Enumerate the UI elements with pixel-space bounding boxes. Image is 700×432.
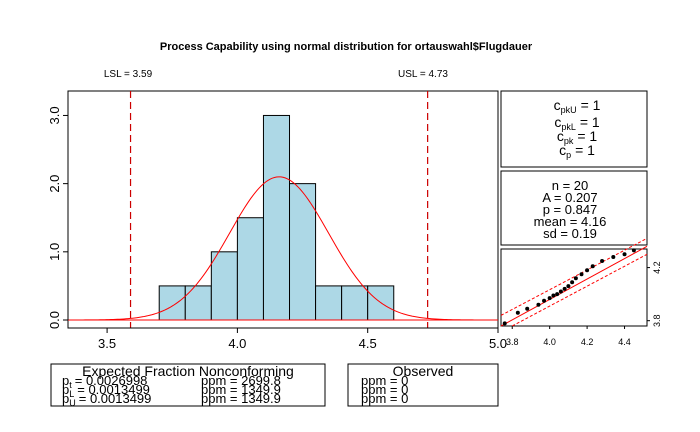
qq-point xyxy=(542,298,547,303)
observed-table: Observed ppm = 0 ppm = 0 ppm = 0 xyxy=(347,363,499,407)
qq-point xyxy=(558,289,563,294)
qq-upper-band xyxy=(500,237,648,316)
stat-a: A = 0.207 xyxy=(542,190,597,205)
qq-point xyxy=(525,306,530,311)
qq-point xyxy=(536,302,541,307)
index-cpk: cpk = 1 xyxy=(557,128,598,146)
qq-point xyxy=(622,252,627,257)
qq-y-tick-label: 3.8 xyxy=(652,314,662,327)
y-tick-label: 3.0 xyxy=(47,106,62,124)
histogram-bar xyxy=(315,285,343,321)
y-tick-label: 0.0 xyxy=(47,311,62,329)
qq-lower-band xyxy=(511,253,648,327)
x-tick-label: 5.0 xyxy=(489,336,507,351)
expected-row-pl-ppm: ppm = 1349.9 xyxy=(201,382,281,397)
histogram-bars xyxy=(68,114,498,321)
qq-point xyxy=(590,264,595,269)
qq-point xyxy=(515,310,520,315)
stat-sd: sd = 0.19 xyxy=(543,226,597,241)
qq-point xyxy=(551,293,556,298)
qq-point xyxy=(573,276,578,281)
stat-p: p = 0.847 xyxy=(543,202,598,217)
expected-table: Expected Fraction Nonconforming pt = 0.00… xyxy=(50,363,326,408)
chart-title: Process Capability using normal distribu… xyxy=(160,41,533,53)
x-tick-label: 4.0 xyxy=(228,336,246,351)
lsl-label: LSL = 3.59 xyxy=(104,69,153,80)
histogram-y-axis: 0.0 1.0 2.0 3.0 xyxy=(47,106,69,329)
index-cpkl: cpkL = 1 xyxy=(554,114,600,132)
qq-x-axis: 3.8 4.0 4.2 4.4 xyxy=(506,326,631,347)
observed-row-2: ppm = 0 xyxy=(361,382,408,397)
qq-x-tick-label: 4.0 xyxy=(543,337,556,347)
expected-row-pu-ppm: ppm = 1349.9 xyxy=(201,391,281,406)
observed-row-1: ppm = 0 xyxy=(361,373,408,388)
qq-point xyxy=(566,284,571,289)
qq-y-tick-label: 4.2 xyxy=(652,261,662,274)
histogram-x-axis: 3.5 4.0 4.5 5.0 xyxy=(98,327,507,351)
observed-table-frame xyxy=(347,363,499,407)
histogram-bar xyxy=(341,285,369,321)
stats-frame xyxy=(500,170,648,246)
qq-point xyxy=(502,321,507,326)
qq-x-tick-label: 3.8 xyxy=(506,337,519,347)
qq-point xyxy=(555,292,560,297)
y-tick-label: 1.0 xyxy=(47,243,62,261)
qq-confidence-bands xyxy=(500,237,648,327)
expected-row-pt: pt = 0.0026998 xyxy=(62,373,147,390)
indices-frame xyxy=(500,90,648,168)
qq-points xyxy=(502,248,636,326)
qq-x-tick-label: 4.4 xyxy=(618,337,631,347)
qq-point xyxy=(600,258,605,263)
stat-n: n = 20 xyxy=(552,178,589,193)
qq-point xyxy=(631,248,636,253)
stat-mean: mean = 4.16 xyxy=(534,214,607,229)
stats-box: n = 20 A = 0.207 p = 0.847 mean = 4.16 s… xyxy=(500,170,648,246)
observed-table-title: Observed xyxy=(393,363,454,379)
qq-point xyxy=(611,254,616,259)
qq-point xyxy=(570,280,575,285)
qq-point xyxy=(547,296,552,301)
histogram-bar xyxy=(262,114,291,321)
histogram-bar xyxy=(158,285,186,321)
y-tick-label: 2.0 xyxy=(47,175,62,193)
expected-row-pl: pL = 0.0013499 xyxy=(62,382,150,399)
indices-box: cpkU = 1 cpkL = 1 cpk = 1 cp = 1 xyxy=(500,90,648,168)
qq-y-axis: 3.8 4.2 xyxy=(647,261,662,327)
usl-label: USL = 4.73 xyxy=(398,69,448,80)
x-tick-label: 4.5 xyxy=(359,336,377,351)
histogram-bar xyxy=(210,251,238,321)
expected-row-pu: pU = 0.0013499 xyxy=(62,391,151,408)
histogram-bar xyxy=(184,285,212,321)
histogram-bar xyxy=(236,217,264,321)
index-cp: cp = 1 xyxy=(559,142,595,160)
qq-plot: 3.8 4.0 4.2 4.4 3.8 4.2 xyxy=(500,237,662,347)
qq-point xyxy=(585,268,590,273)
qq-frame xyxy=(500,248,648,327)
expected-row-pt-ppm: ppm = 2699.8 xyxy=(201,373,281,388)
x-tick-label: 3.5 xyxy=(98,336,116,351)
histogram-panel: 3.5 4.0 4.5 5.0 0.0 1.0 2.0 3.0 xyxy=(47,90,507,351)
qq-x-tick-label: 4.2 xyxy=(581,337,594,347)
qq-point xyxy=(579,272,584,277)
normal-density-curve xyxy=(68,176,498,321)
qq-fit-line xyxy=(500,245,648,327)
index-cpku: cpkU = 1 xyxy=(554,97,601,115)
observed-row-3: ppm = 0 xyxy=(361,391,408,406)
qq-point xyxy=(562,286,567,291)
expected-table-title: Expected Fraction Nonconforming xyxy=(82,363,294,379)
expected-table-frame xyxy=(50,363,326,407)
